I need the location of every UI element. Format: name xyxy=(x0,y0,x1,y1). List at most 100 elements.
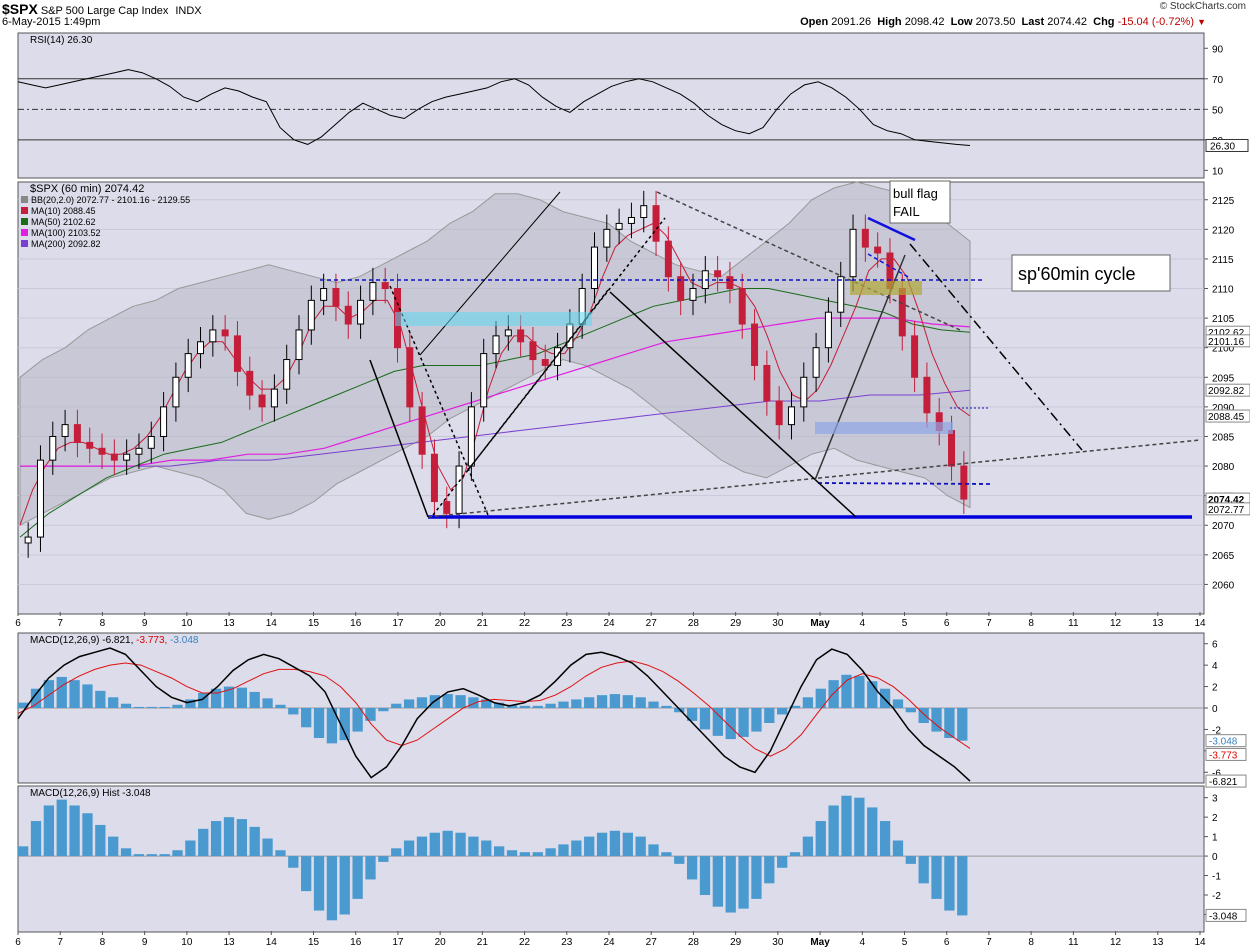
macd-hist-bar xyxy=(146,706,157,708)
macd-title: MACD(12,26,9) -6.821, -3.773, -3.048 xyxy=(30,635,199,646)
hist-bar xyxy=(802,836,814,857)
hist-bar xyxy=(481,840,492,857)
macd-hist-bar xyxy=(95,690,106,708)
hist-bar xyxy=(764,856,775,884)
rsi-line xyxy=(17,69,971,146)
candle-body xyxy=(529,341,537,361)
rsi-last-box xyxy=(1205,138,1249,152)
hist-bar xyxy=(313,856,325,911)
rsi-ytick: 10 xyxy=(1212,166,1224,177)
macd-hist-bar xyxy=(133,706,145,708)
price-label: 2074.42 xyxy=(1208,495,1245,506)
hist-bar xyxy=(918,856,929,884)
rsi-title: RSI(14) 26.30 xyxy=(30,35,93,46)
macd-ytick: -6 xyxy=(1212,768,1221,779)
macd-hist-bar xyxy=(905,708,916,713)
macd-hist-bar xyxy=(198,693,209,708)
bull-flag-top xyxy=(867,216,916,242)
channel-dotted-line-2 xyxy=(467,217,666,471)
bull-flag-bottom xyxy=(867,253,911,279)
macd-hist-bar xyxy=(313,708,325,738)
hist-xtick: 24 xyxy=(603,937,615,948)
candle-body xyxy=(357,299,365,325)
last-label: Last xyxy=(1021,16,1045,28)
candle-body xyxy=(344,305,352,325)
candle-body xyxy=(86,441,94,449)
hist-bar xyxy=(506,850,518,857)
hist-bar xyxy=(686,856,698,880)
price-label: 2102.62 xyxy=(1208,328,1245,339)
macd-hist-bar xyxy=(584,697,595,708)
macd-hist-bar xyxy=(30,688,42,708)
candle-body xyxy=(517,329,525,343)
hist-bar xyxy=(789,852,801,857)
hist-ytick: 3 xyxy=(1212,794,1218,805)
price-label: 2092.82 xyxy=(1208,386,1245,397)
candle-body xyxy=(603,228,611,248)
macd-hist-bar xyxy=(236,687,247,708)
candle-body xyxy=(221,329,229,337)
candle-body xyxy=(898,288,906,337)
macd-hist-bar xyxy=(712,708,723,736)
hist-xtick: 6 xyxy=(15,937,21,948)
candle-body xyxy=(874,246,882,254)
macd-last-box xyxy=(1205,774,1247,788)
legend-swatch xyxy=(21,240,28,247)
macd-hist-bar xyxy=(352,708,363,732)
hist-bar xyxy=(455,832,466,857)
macd-hist-bar xyxy=(944,708,955,738)
candle-body xyxy=(455,465,463,514)
copyright: © StockCharts.com xyxy=(1159,1,1246,12)
candle-body xyxy=(123,453,131,461)
price-ytick: 2090 xyxy=(1212,403,1235,414)
hist-ytick: -1 xyxy=(1212,872,1221,883)
price-xtick: 17 xyxy=(392,618,404,629)
hist-bar xyxy=(867,807,878,857)
hist-bar xyxy=(69,805,80,857)
macd-hist-bar xyxy=(442,694,453,708)
fail-label: FAIL xyxy=(893,204,920,219)
hist-bar xyxy=(95,824,106,857)
hist-xtick: 5 xyxy=(902,937,908,948)
candle-body xyxy=(615,222,623,230)
hist-xtick: 15 xyxy=(308,937,320,948)
hist-xtick: 22 xyxy=(519,937,531,948)
price-ytick: 2060 xyxy=(1212,580,1235,591)
open-value: 2091.26 xyxy=(831,16,872,28)
hist-bar xyxy=(82,813,93,857)
olive-zone xyxy=(850,281,922,295)
legend-label: MA(200) 2092.82 xyxy=(31,239,101,249)
hist-bar xyxy=(712,856,723,907)
price-label: 2088.45 xyxy=(1208,412,1245,423)
price-xtick: 16 xyxy=(350,618,362,629)
rsi-ytick: 50 xyxy=(1212,105,1224,116)
hist-bar xyxy=(931,856,942,899)
price-ytick: 2080 xyxy=(1212,462,1235,473)
hist-bar xyxy=(738,856,749,909)
hist-xtick: 27 xyxy=(646,937,658,948)
candle-body xyxy=(480,353,488,408)
price-xtick: 6 xyxy=(15,618,21,629)
hist-bar xyxy=(43,805,55,857)
macd-hist-bar xyxy=(777,708,788,715)
cycle-label: sp'60min cycle xyxy=(1018,264,1135,284)
hist-bar xyxy=(185,840,196,857)
macd-hist-bar xyxy=(288,708,299,715)
macd-hist-bar xyxy=(815,688,826,708)
candle-body xyxy=(726,276,734,290)
hist-bar xyxy=(609,830,621,857)
macd-hist-bar xyxy=(506,704,518,708)
macd-hist-bar xyxy=(648,701,659,708)
candle-body xyxy=(332,288,340,307)
hist-bar xyxy=(751,856,762,899)
price-label-box xyxy=(1205,502,1250,516)
hist-xtick: 13 xyxy=(1152,937,1164,948)
price-xtick: 14 xyxy=(1194,618,1206,629)
hist-bar xyxy=(815,821,826,857)
macd-hist-bar xyxy=(931,708,942,732)
macd-hist-bar xyxy=(56,676,67,708)
candle-body xyxy=(824,311,832,349)
hist-xtick: 30 xyxy=(772,937,784,948)
candle-body xyxy=(381,282,389,290)
macd-hist-bar xyxy=(391,703,402,708)
